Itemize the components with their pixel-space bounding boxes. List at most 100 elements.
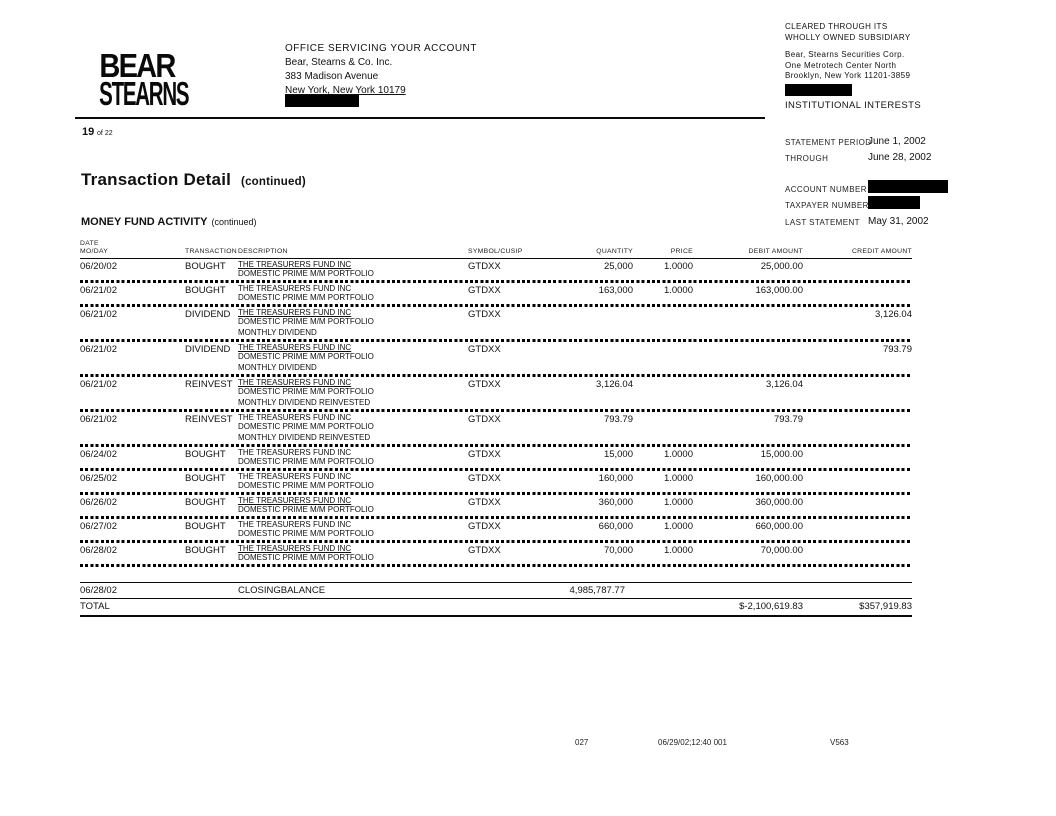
cell-transaction: BOUGHT [185,285,226,296]
row-separator [80,468,912,471]
cleared-through-block: CLEARED THROUGH ITS WHOLLY OWNED SUBSIDI… [785,22,911,82]
cell-description-line3: MONTHLY DIVIDEND REINVESTED [238,398,371,407]
cell-description-line1: THE TREASURERS FUND INC [238,284,352,293]
table-row: 06/21/02 DIVIDEND THE TREASURERS FUND IN… [80,342,912,377]
office-title: OFFICE SERVICING YOUR ACCOUNT [285,43,477,54]
cell-price: 1.0000 [663,261,693,272]
cell-description-line3: MONTHLY DIVIDEND REINVESTED [238,433,371,442]
header-price: PRICE [670,248,693,255]
cell-description-line1: THE TREASURERS FUND INC [238,343,352,352]
cell-description-line2: DOMESTIC PRIME M/M PORTFOLIO [238,528,374,538]
cell-description-line2: DOMESTIC PRIME M/M PORTFOLIO [238,316,374,326]
cell-debit: 163,000.00 [755,285,803,296]
header-transaction: TRANSACTION [185,248,238,255]
table-row: 06/28/02 BOUGHT THE TREASURERS FUND INC … [80,543,912,567]
cell-date: 06/24/02 [80,449,117,460]
cell-transaction: BOUGHT [185,261,226,272]
cell-quantity: 15,000 [603,449,633,460]
cell-date: 06/25/02 [80,473,117,484]
table-row: 06/27/02 BOUGHT THE TREASURERS FUND INC … [80,519,912,543]
office-city: New York, New York 10179 [285,85,406,96]
closing-description: CLOSINGBALANCE [238,585,326,596]
bear-stearns-logo: BEAR STEARNS [76,49,198,110]
cell-symbol: GTDXX [468,473,501,484]
cell-debit: 793.79 [773,414,803,425]
cell-description-line1: THE TREASURERS FUND INC [238,496,352,505]
cell-description-line2: DOMESTIC PRIME M/M PORTFOLIO [238,480,374,490]
cell-date: 06/21/02 [80,344,117,355]
last-statement-value: May 31, 2002 [868,216,929,227]
header-symbol-cusip: SYMBOL/CUSIP [468,248,523,255]
header-credit-amount: CREDIT AMOUNT [851,248,912,255]
cell-price: 1.0000 [663,497,693,508]
cell-date: 06/21/02 [80,309,117,320]
office-street: 383 Madison Avenue [285,71,379,82]
section-title: Transaction Detail (continued) [81,170,306,190]
total-debit: $-2,100,619.83 [739,601,803,612]
cell-price: 1.0000 [663,545,693,556]
cell-description-line2: DOMESTIC PRIME M/M PORTFOLIO [238,504,374,514]
cell-transaction: DIVIDEND [185,344,231,355]
cell-symbol: GTDXX [468,379,501,390]
header-quantity: QUANTITY [596,248,633,255]
cell-debit: 70,000.00 [760,545,803,556]
cell-description-line3: MONTHLY DIVIDEND [238,328,317,337]
cell-transaction: BOUGHT [185,473,226,484]
account-number-label: ACCOUNT NUMBER [785,185,867,194]
cell-quantity: 3,126.04 [596,379,633,390]
through-label: THROUGH [785,154,829,163]
cell-description-line2: DOMESTIC PRIME M/M PORTFOLIO [238,351,374,361]
cell-transaction: DIVIDEND [185,309,231,320]
row-separator [80,492,912,495]
cell-date: 06/21/02 [80,379,117,390]
table-row: 06/26/02 BOUGHT THE TREASURERS FUND INC … [80,495,912,519]
cell-quantity: 160,000 [598,473,633,484]
redacted-taxpayer-number [868,196,920,209]
cell-description-line1: THE TREASURERS FUND INC [238,260,352,269]
cell-description-line1: THE TREASURERS FUND INC [238,413,352,422]
through-value: June 28, 2002 [868,152,932,163]
row-separator [80,280,912,283]
table-row: 06/24/02 BOUGHT THE TREASURERS FUND INC … [80,447,912,471]
footer-run-stamp: 06/29/02;12:40 001 [658,738,727,747]
cell-description-line2: DOMESTIC PRIME M/M PORTFOLIO [238,421,374,431]
table-row: 06/21/02 BOUGHT THE TREASURERS FUND INC … [80,283,912,307]
cell-symbol: GTDXX [468,414,501,425]
cell-price: 1.0000 [663,521,693,532]
cell-quantity: 70,000 [603,545,633,556]
cell-description-line1: THE TREASURERS FUND INC [238,378,352,387]
institutional-interests-label: INSTITUTIONAL INTERESTS [785,100,922,111]
cell-date: 06/21/02 [80,414,117,425]
table-row: 06/25/02 BOUGHT THE TREASURERS FUND INC … [80,471,912,495]
cell-description-line1: THE TREASURERS FUND INC [238,472,352,481]
closing-date: 06/28/02 [80,585,117,596]
row-separator [80,444,912,447]
office-company: Bear, Stearns & Co. Inc. [285,57,393,68]
table-row: 06/21/02 REINVEST THE TREASURERS FUND IN… [80,377,912,412]
cell-quantity: 25,000 [603,261,633,272]
cell-description-line1: THE TREASURERS FUND INC [238,520,352,529]
cell-description-line2: DOMESTIC PRIME M/M PORTFOLIO [238,552,374,562]
statement-period-value: June 1, 2002 [868,136,926,147]
cell-description-line2: DOMESTIC PRIME M/M PORTFOLIO [238,456,374,466]
cell-quantity: 660,000 [598,521,633,532]
cleared-line2: WHOLLY OWNED SUBSIDIARY [785,32,911,42]
last-statement-label: LAST STATEMENT [785,218,860,227]
cell-price: 1.0000 [663,285,693,296]
page-number-current: 19 [82,126,95,138]
subsidiary-company: Bear, Stearns Securities Corp. [785,50,905,59]
section-subtitle-continued: (continued) [211,217,257,227]
cell-symbol: GTDXX [468,545,501,556]
total-label: TOTAL [80,601,110,612]
cell-description-line1: THE TREASURERS FUND INC [238,308,352,317]
cell-debit: 660,000.00 [755,521,803,532]
cell-symbol: GTDXX [468,521,501,532]
header-description: DESCRIPTION [238,248,288,255]
cell-debit: 160,000.00 [755,473,803,484]
cell-transaction: BOUGHT [185,545,226,556]
cell-transaction: REINVEST [185,379,233,390]
section-subtitle-text: MONEY FUND ACTIVITY [81,216,208,228]
cell-symbol: GTDXX [468,344,501,355]
cell-date: 06/26/02 [80,497,117,508]
cell-credit: 793.79 [882,344,912,355]
